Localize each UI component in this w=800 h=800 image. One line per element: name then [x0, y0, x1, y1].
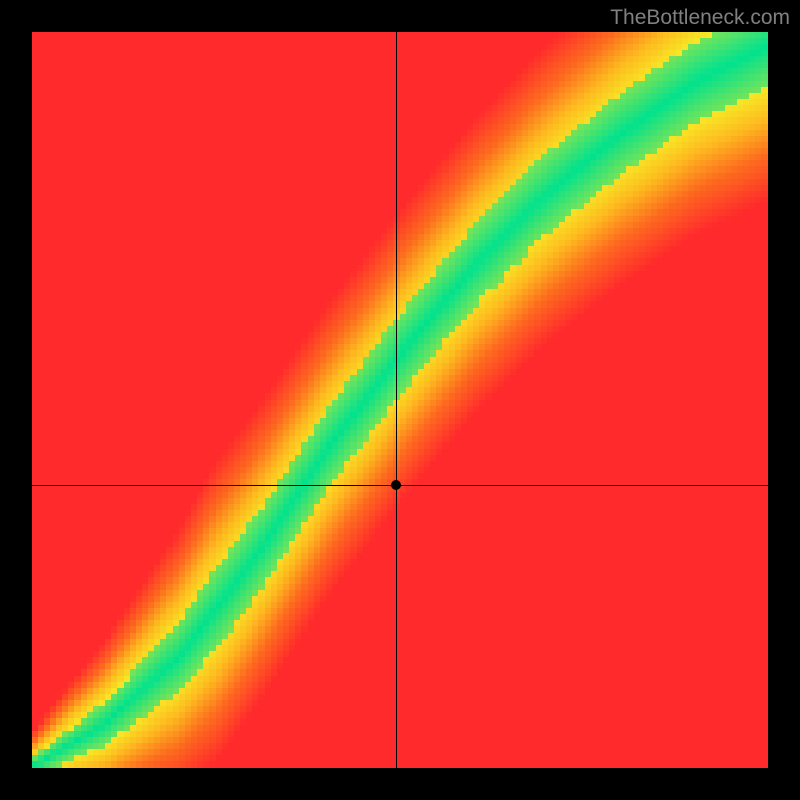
plot-area [32, 32, 768, 768]
watermark-text: TheBottleneck.com [610, 6, 790, 30]
heatmap-canvas [32, 32, 768, 768]
crosshair-vertical [396, 32, 397, 768]
crosshair-point [391, 480, 401, 490]
chart-container: TheBottleneck.com [0, 0, 800, 800]
